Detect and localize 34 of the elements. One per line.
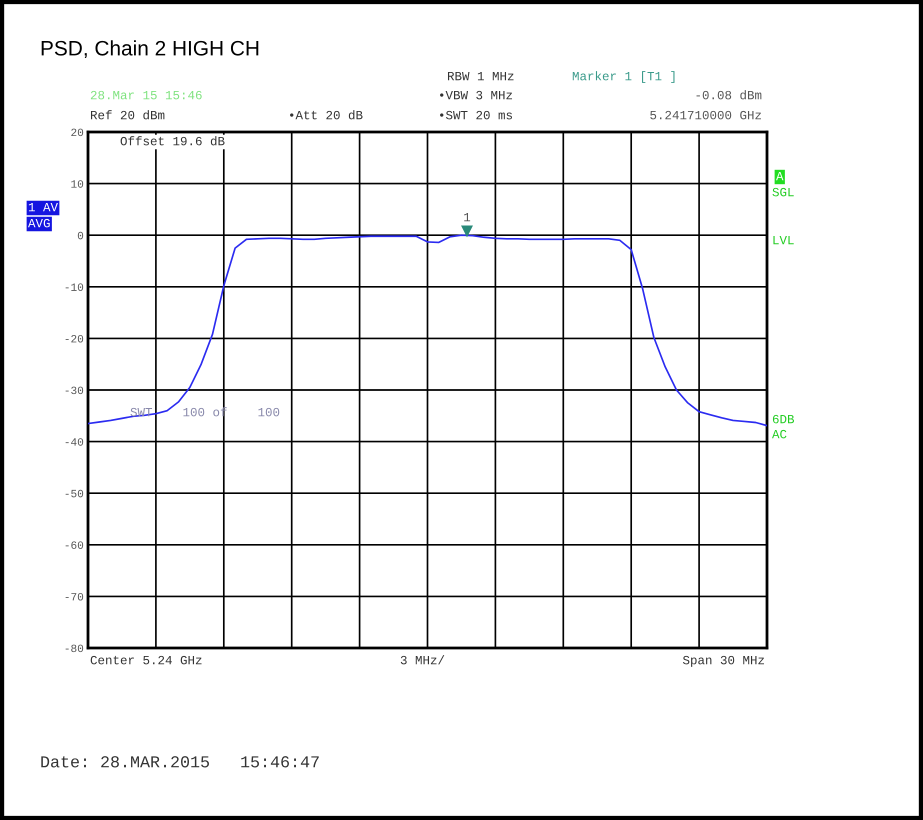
text: RBW 1 MHz: [448, 72, 514, 80]
annotation: Offset 19.6 dB: [120, 136, 225, 146]
text: •SWT 20 ms: [440, 110, 512, 120]
y-tick-label: -40: [66, 438, 84, 446]
text: •Att 20 dB: [290, 110, 363, 120]
y-tick-label: -80: [66, 644, 84, 652]
text: LVL: [773, 236, 794, 244]
text: 28.Mar 15 15:46: [90, 90, 202, 100]
text: 6DB: [772, 414, 794, 424]
y-tick-label: -70: [66, 592, 84, 601]
text: AVG: [28, 218, 50, 228]
y-tick-label: -10: [66, 283, 84, 291]
text: 3 MHz/: [400, 655, 444, 664]
text: A: [776, 172, 784, 180]
y-tick-label: -50: [66, 490, 84, 498]
text: AC: [772, 430, 786, 438]
text: 1 AV: [28, 203, 58, 212]
text: Date: 28.MAR.2015 15:46:47: [41, 756, 319, 768]
y-tick-label: -60: [66, 541, 84, 549]
text: Center 5.24 GHz: [90, 656, 202, 664]
text: Ref 20 dBm: [90, 110, 164, 120]
y-tick-label: -20: [66, 334, 84, 343]
text: -0.08 dBm: [696, 90, 762, 100]
text: 5.241710000 GHz: [650, 110, 762, 120]
text: Marker 1 [T1 ]: [572, 71, 674, 83]
y-tick-label: 20: [71, 128, 84, 136]
text: •VBW 3 MHz: [440, 90, 512, 100]
text: SGL: [772, 188, 794, 196]
text: Span 30 MHz: [682, 656, 764, 667]
chart-title: PSD, Chain 2 HIGH CH: [42, 40, 258, 58]
y-tick-label: -30: [66, 386, 84, 394]
y-tick-label: 0: [78, 232, 84, 240]
annotation: 1: [464, 213, 470, 222]
y-tick-label: 10: [71, 180, 84, 188]
